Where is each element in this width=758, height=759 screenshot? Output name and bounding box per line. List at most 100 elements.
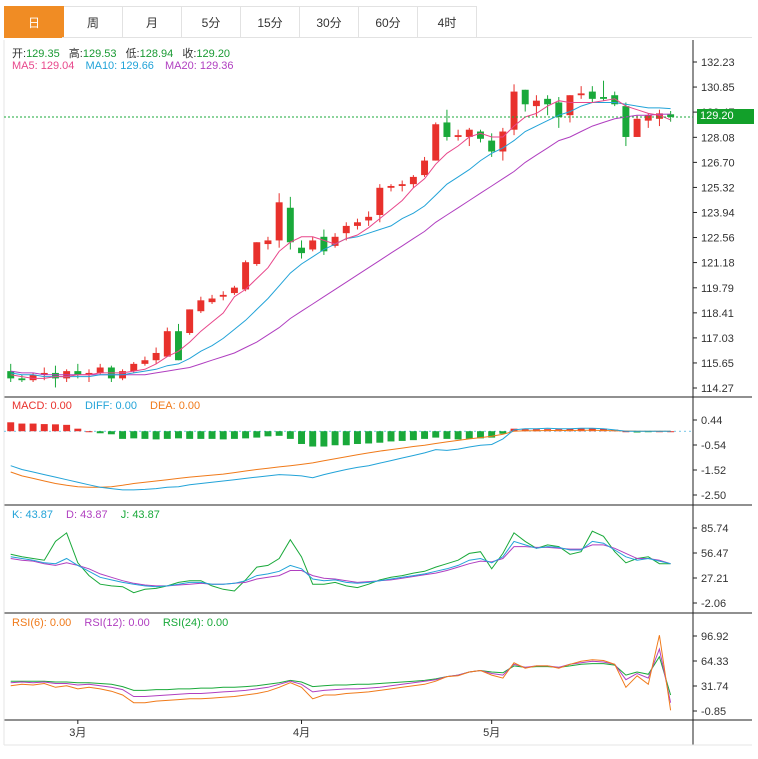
macd-bar: [85, 431, 93, 433]
kdj-tick-label: 56.47: [701, 548, 729, 560]
candle-body: [532, 100, 540, 107]
price-tick-label: 117.03: [701, 333, 734, 345]
diff-line: [10, 427, 671, 491]
price-tick-label: 130.85: [701, 82, 735, 94]
candle-body: [152, 352, 160, 361]
kdj-tick-label: 27.21: [701, 573, 729, 585]
x-tick-label: 5月: [483, 727, 500, 739]
rsi-tick-label: 64.33: [701, 656, 729, 668]
macd-bar: [40, 424, 48, 432]
candle-body: [655, 113, 663, 119]
candle-body: [644, 115, 652, 121]
candle-body: [298, 247, 305, 254]
rsi-legend-12: RSI(12): 0.00: [84, 617, 150, 629]
candle-body: [633, 118, 641, 137]
candle-body: [275, 202, 283, 241]
rsi-legend: RSI(6): 0.00 RSI(12): 0.00 RSI(24): 0.00: [12, 617, 238, 629]
ohlc-info: 开:129.35 高:129.53 低:128.94 收:129.20: [12, 45, 236, 61]
macd-bar: [577, 428, 585, 432]
macd-bar: [477, 431, 484, 439]
tab-month[interactable]: 月: [123, 6, 182, 38]
candle-body: [432, 124, 440, 161]
price-tick-label: 125.32: [701, 182, 735, 194]
macd-bar: [454, 431, 462, 440]
rsi-legend-24: RSI(24): 0.00: [162, 617, 229, 629]
macd-bar: [443, 431, 451, 439]
macd-bar: [566, 428, 574, 432]
macd-tick-label: -0.54: [701, 440, 726, 452]
period-tabs: 日 周 月 5分 15分 30分 60分 4时: [4, 6, 477, 38]
macd-bar: [264, 431, 272, 437]
price-tick-label: 128.08: [701, 132, 735, 144]
candle-body: [387, 185, 395, 188]
candle-body: [353, 222, 361, 226]
macd-bar: [163, 431, 171, 439]
close-value: 129.20: [196, 48, 231, 60]
macd-bar: [331, 431, 339, 446]
tab-5min[interactable]: 5分: [182, 6, 241, 38]
macd-bar: [644, 431, 652, 433]
price-tick-label: 118.41: [701, 308, 734, 320]
macd-bar: [208, 431, 216, 439]
candle-body: [18, 378, 26, 381]
macd-bar: [432, 431, 440, 438]
tab-4hour[interactable]: 4时: [418, 6, 477, 38]
macd-bar: [18, 423, 26, 432]
macd-bar: [286, 431, 294, 439]
kdj-tick-label: 85.74: [701, 523, 729, 535]
candle-body: [40, 372, 48, 375]
macd-tick-label: -1.52: [701, 465, 726, 477]
macd-bar: [387, 431, 395, 442]
open-label: 开:: [12, 48, 27, 60]
kdj-legend-j: J: 43.87: [120, 509, 160, 521]
macd-bar: [488, 431, 496, 438]
tab-day[interactable]: 日: [4, 6, 64, 38]
candle-body: [421, 160, 429, 176]
high-value: 129.53: [82, 48, 117, 60]
candle-body: [588, 91, 596, 99]
macd-bar: [353, 431, 361, 444]
kdj-legend-k: K: 43.87: [12, 509, 53, 521]
candle-body: [409, 176, 417, 185]
macd-bar: [421, 431, 429, 439]
macd-bar: [600, 428, 607, 432]
candle-body: [230, 287, 238, 294]
candle-body: [51, 372, 59, 379]
candle-body: [242, 262, 250, 290]
close-label: 收:: [182, 48, 197, 60]
kdj-j-line: [10, 530, 671, 594]
candle-body: [197, 300, 205, 312]
candle-body: [454, 135, 462, 137]
candle-body: [376, 187, 384, 216]
macd-bar: [633, 431, 641, 433]
macd-bar: [51, 424, 59, 432]
price-tick-label: 115.65: [701, 358, 734, 370]
ma-legend: MA5: 129.04 MA10: 129.66 MA20: 129.36: [12, 60, 242, 72]
macd-bar: [275, 431, 283, 436]
macd-legend: MACD: 0.00 DIFF: 0.00 DEA: 0.00: [12, 400, 210, 412]
ma5-legend: MA5: 129.04: [12, 60, 75, 72]
rsi12-line: [10, 647, 672, 703]
candle-body: [175, 331, 182, 361]
ma20-legend: MA20: 129.36: [165, 60, 234, 72]
candle-body: [600, 97, 607, 99]
macd-bar: [29, 423, 37, 432]
tab-60min[interactable]: 60分: [359, 6, 418, 38]
rsi-legend-6: RSI(6): 0.00: [12, 617, 72, 629]
last-price-tag: 129.20: [697, 109, 754, 125]
macd-bar: [74, 428, 82, 432]
candle-body: [521, 89, 529, 105]
macd-bar: [197, 431, 205, 439]
price-tick-label: 122.56: [701, 233, 735, 245]
candle-body: [510, 91, 518, 130]
macd-bar: [107, 431, 115, 435]
macd-bar: [320, 431, 328, 447]
macd-bar: [130, 431, 138, 439]
ma10-legend: MA10: 129.66: [85, 60, 154, 72]
tab-15min[interactable]: 15分: [241, 6, 300, 38]
candle-body: [499, 131, 507, 152]
macd-bar: [253, 431, 261, 438]
rsi-tick-label: -0.85: [701, 706, 726, 718]
macd-bar: [298, 431, 305, 444]
